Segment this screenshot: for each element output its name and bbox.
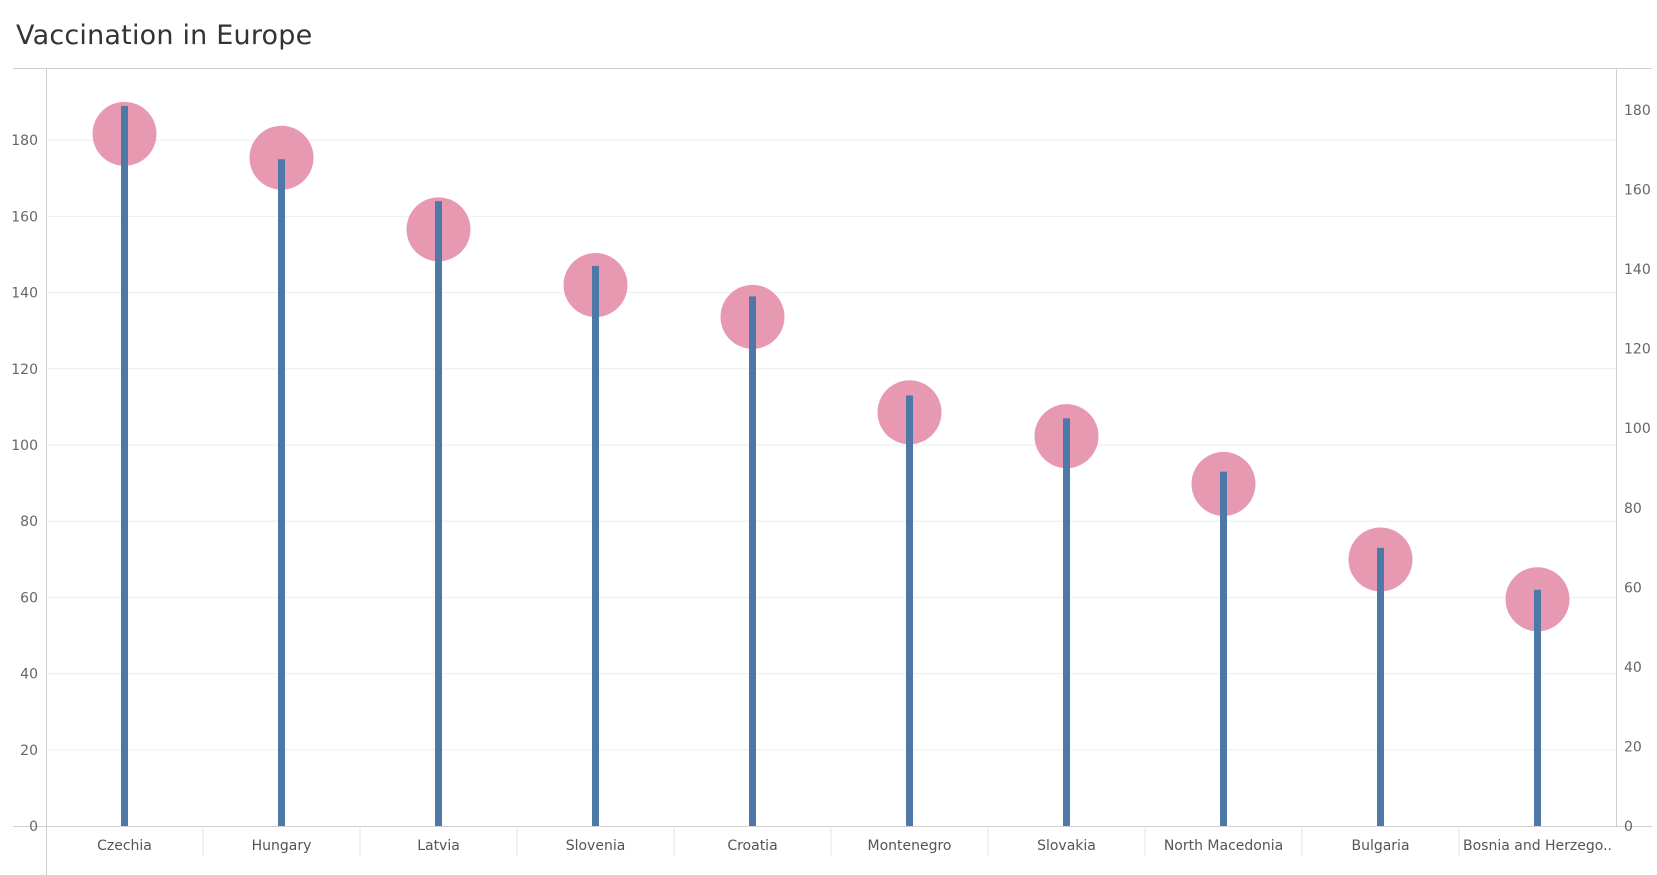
left-tick-label: 180 — [11, 133, 38, 149]
x-axis-category-labels: Czechia Hungary Latvia Slovenia Croatia Monte… — [97, 838, 1612, 854]
category-label: Hungary — [252, 838, 312, 854]
chart-title: Vaccination in Europe — [16, 20, 313, 51]
category-label: Czechia — [97, 838, 152, 854]
right-tick-label: 160 — [1624, 183, 1651, 199]
right-tick-label: 40 — [1624, 660, 1642, 676]
bar-stem — [121, 105, 128, 826]
category-label: Montenegro — [867, 838, 951, 854]
right-y-axis-ticks: 0 20 40 60 80 100 120 140 160 180 — [1624, 103, 1651, 835]
bar-stem — [1534, 589, 1541, 826]
category-label: Bosnia and Herzego.. — [1463, 838, 1612, 854]
left-tick-label: 120 — [11, 362, 38, 378]
bar-stem — [1063, 418, 1070, 826]
bar-stem — [906, 395, 913, 826]
category-label: Latvia — [417, 838, 460, 854]
category-label: Bulgaria — [1351, 838, 1409, 854]
right-tick-label: 100 — [1624, 421, 1651, 437]
circle-marker — [249, 125, 314, 190]
left-tick-label: 0 — [29, 819, 38, 835]
category-label: Slovakia — [1037, 838, 1096, 854]
left-y-axis-ticks: 0 20 40 60 80 100 120 140 160 180 — [11, 133, 38, 835]
left-tick-label: 140 — [11, 286, 38, 302]
right-tick-label: 60 — [1624, 580, 1642, 596]
category-separators — [202, 826, 1460, 856]
left-tick-label: 80 — [20, 514, 38, 530]
right-tick-label: 120 — [1624, 342, 1651, 358]
axes — [13, 68, 1652, 875]
category-label: Slovenia — [566, 838, 626, 854]
right-tick-label: 20 — [1624, 739, 1642, 755]
left-tick-label: 40 — [20, 667, 38, 683]
circle-markers — [92, 101, 1570, 632]
left-tick-label: 60 — [20, 590, 38, 606]
right-tick-label: 180 — [1624, 103, 1651, 119]
left-tick-label: 100 — [11, 438, 38, 454]
bar-stem — [435, 201, 442, 826]
left-tick-label: 20 — [20, 743, 38, 759]
right-tick-label: 140 — [1624, 262, 1651, 278]
right-tick-label: 0 — [1624, 819, 1633, 835]
right-tick-label: 80 — [1624, 501, 1642, 517]
bar-stem — [749, 296, 756, 826]
bar-stems — [121, 105, 1541, 826]
left-tick-label: 160 — [11, 209, 38, 225]
bar-stem — [278, 159, 285, 826]
category-label: North Macedonia — [1164, 838, 1283, 854]
bar-stem — [592, 265, 599, 826]
bar-stem — [1220, 471, 1227, 826]
bar-stem — [1377, 547, 1384, 826]
category-label: Croatia — [727, 838, 777, 854]
